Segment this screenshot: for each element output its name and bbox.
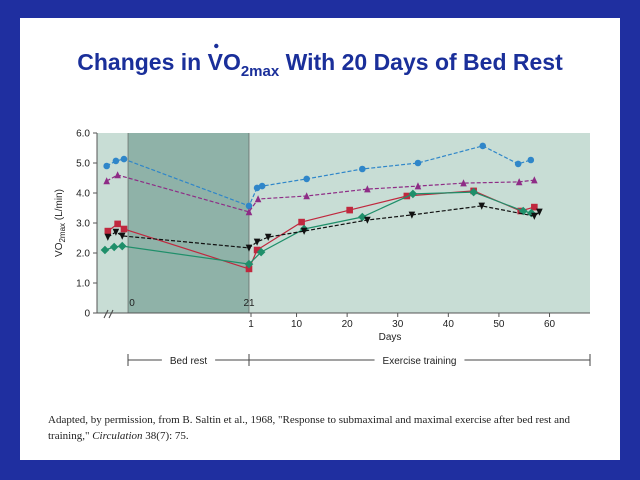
- slide-title: Changes in VO2max With 20 Days of Bed Re…: [77, 49, 563, 80]
- data-point: [100, 245, 110, 255]
- y-axis-label: VO2max (L/min): [54, 189, 67, 257]
- data-point: [120, 155, 128, 163]
- y-tick-label: 6.0: [76, 129, 90, 140]
- x-tick-label: 10: [291, 319, 303, 330]
- data-point: [536, 208, 543, 216]
- data-point: [120, 225, 128, 233]
- x-axis-label: Days: [379, 332, 402, 343]
- data-point: [118, 232, 126, 240]
- data-point: [254, 195, 262, 203]
- y-tick-label: 3.0: [76, 219, 90, 230]
- data-point: [103, 162, 110, 170]
- data-point: [256, 247, 266, 257]
- x-tick-label: 60: [544, 319, 556, 330]
- data-point: [112, 228, 120, 236]
- caption-journal: Circulation: [92, 430, 143, 442]
- y-tick-label: 4.0: [76, 189, 90, 200]
- data-point: [359, 165, 366, 173]
- data-point: [408, 189, 418, 199]
- data-point: [364, 185, 371, 193]
- data-point: [114, 220, 121, 228]
- y-label-symbol: VO: [54, 242, 65, 257]
- data-point: [258, 182, 266, 190]
- data-point: [358, 212, 367, 222]
- data-point: [245, 208, 253, 216]
- x-tick-label: 30: [392, 319, 404, 330]
- data-point: [300, 227, 308, 235]
- data-point: [303, 175, 310, 183]
- data-point: [253, 246, 261, 254]
- data-point: [469, 187, 478, 197]
- data-point: [515, 178, 523, 186]
- x-tick-label: 1: [248, 319, 254, 330]
- y-label-subscript: 2max: [58, 223, 67, 243]
- data-point: [104, 227, 112, 235]
- title-dot: [214, 43, 219, 49]
- title-symbol: VO: [208, 49, 241, 75]
- data-point: [478, 202, 486, 210]
- data-point: [403, 192, 411, 200]
- bed-rest-tick-label: 21: [243, 298, 255, 309]
- title-text: With 20 Days of Bed Rest: [279, 49, 563, 75]
- x-tick-label: 40: [443, 319, 455, 330]
- data-point: [414, 182, 422, 190]
- bed-rest-tick-label: 0: [129, 298, 135, 309]
- data-point: [531, 176, 538, 184]
- y-tick-label: 0: [84, 309, 90, 320]
- series-line: [106, 174, 535, 213]
- y-tick-label: 2.0: [76, 249, 90, 260]
- data-point: [346, 206, 353, 214]
- caption-citation: 38(7): 75.: [142, 430, 189, 442]
- data-point: [531, 212, 538, 220]
- x-tick-label: 50: [493, 319, 505, 330]
- data-point: [298, 218, 305, 226]
- phase-label: Bed rest: [170, 356, 207, 367]
- data-point: [253, 238, 261, 246]
- data-point: [264, 233, 272, 241]
- data-point: [117, 241, 127, 251]
- title-text: Changes in: [77, 49, 207, 75]
- y-tick-label: 1.0: [76, 279, 90, 290]
- data-point: [408, 211, 416, 219]
- data-point: [414, 159, 422, 167]
- data-point: [244, 259, 254, 269]
- y-tick-label: 5.0: [76, 159, 90, 170]
- data-point: [364, 216, 371, 224]
- series-line: [106, 145, 531, 207]
- data-point: [460, 179, 467, 187]
- data-point: [109, 242, 119, 252]
- data-point: [527, 156, 535, 164]
- data-point: [245, 265, 253, 273]
- data-point: [103, 177, 110, 185]
- axis-break: [103, 309, 114, 319]
- bed-rest-shading: [128, 133, 249, 313]
- caption-text: Adapted, by permission, from B. Saltin e…: [48, 414, 570, 442]
- y-label-text: (L/min): [54, 189, 65, 223]
- data-point: [253, 184, 261, 192]
- data-point: [114, 171, 121, 179]
- data-point: [514, 160, 522, 168]
- x-tick-label: 20: [342, 319, 354, 330]
- data-point: [245, 244, 253, 252]
- data-point: [479, 142, 487, 150]
- data-point: [245, 202, 253, 210]
- data-point: [112, 157, 120, 165]
- data-point: [531, 203, 538, 211]
- phase-label: Exercise training: [383, 356, 457, 367]
- caption: Adapted, by permission, from B. Saltin e…: [48, 412, 588, 444]
- data-point: [303, 192, 310, 200]
- data-point: [104, 233, 112, 241]
- title-subscript: 2max: [241, 63, 280, 80]
